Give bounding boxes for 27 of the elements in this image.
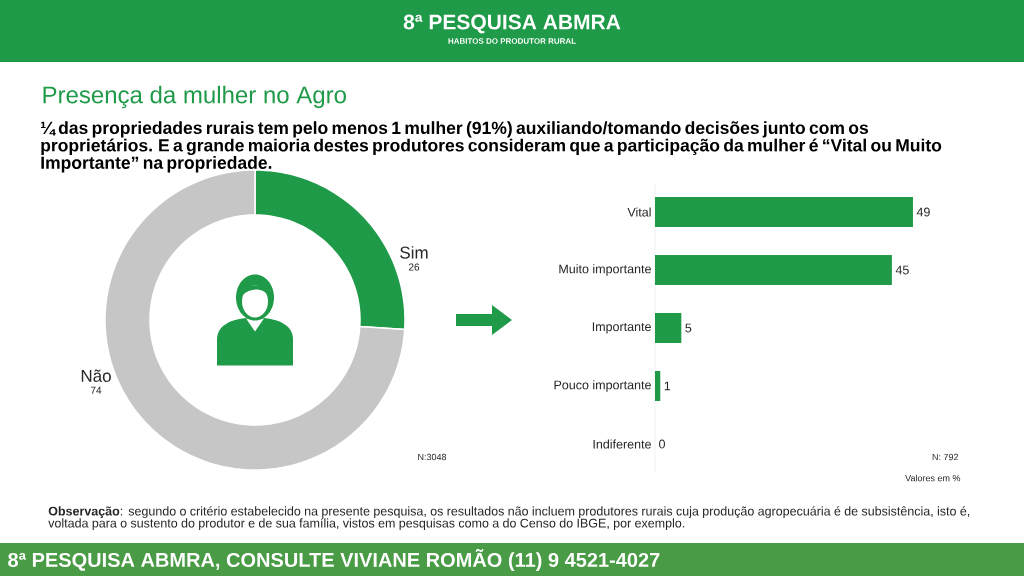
slice-label: Não — [81, 369, 111, 382]
text: Observação: segundo o critério estabelecido na presente pesquisa, os resultados não incluem produtores rurais cuja produção agropecuária é de subsistência, isto é, voltada para o sustento do produtor e de sua família, vistos em pesquisas como a do Censo do IBGE, por exemplo. — [48, 506, 970, 530]
y-tick-label: Muito importante — [559, 264, 651, 276]
text: HABITOS DO PRODUTOR RURAL — [448, 38, 576, 44]
data-label: 45 — [895, 265, 909, 275]
y-tick-label: Indiferente — [593, 439, 651, 449]
data-label: 5 — [685, 323, 692, 333]
text: N: 792 — [932, 453, 959, 461]
bar — [655, 371, 661, 402]
bar — [655, 197, 913, 228]
bar — [655, 255, 892, 286]
bar — [655, 313, 682, 344]
data-label: 26 — [408, 263, 420, 271]
y-tick-label: Vital — [627, 207, 651, 217]
data-label: 49 — [916, 207, 930, 217]
data-label: 0 — [659, 439, 665, 449]
chart-title: Presença da mulher no Agro — [43, 85, 346, 109]
text: ¼ das propriedades rurais tem pelo menos 1 mulher (91%) auxiliando/tomando decisões junto com os proprietários. E a grande maioria destes produtores consideram que a participação da mulher é “Vital ou Muito Importante” na propriedade. — [41, 121, 942, 173]
y-tick-label: Importante — [592, 322, 651, 334]
y-tick-label: Pouco importante — [554, 380, 651, 392]
text: 8ª PESQUISA ABMRA, CONSULTE VIVIANE ROMÃO (11) 9 4521-4027 — [8, 549, 660, 571]
data-label: 74 — [90, 386, 102, 394]
text: N:3048 — [418, 453, 447, 461]
data-label: 1 — [664, 381, 671, 391]
slice-label: Sim — [400, 246, 428, 259]
text: 8ª PESQUISA ABMRA — [403, 14, 621, 34]
text: Valores em % — [905, 474, 961, 482]
